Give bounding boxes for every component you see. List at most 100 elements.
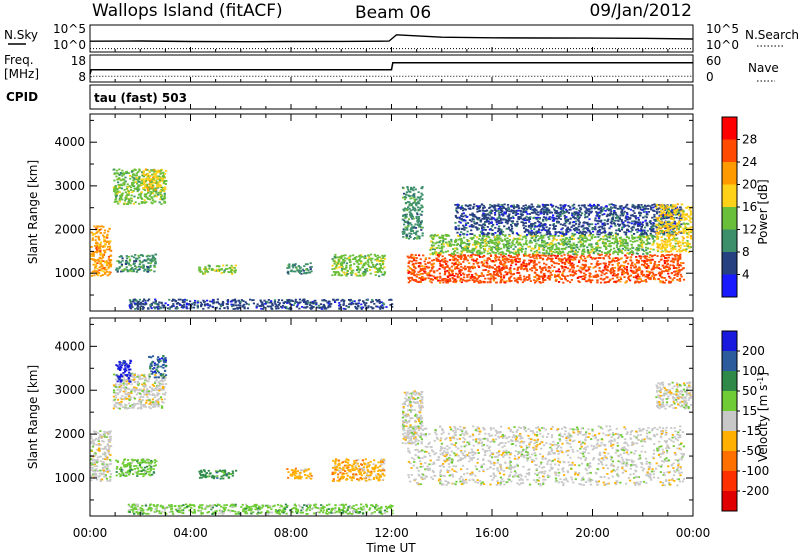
power-data-cell [668,281,671,284]
power-data-cell [116,178,119,181]
power-data-cell [226,301,230,303]
power-data-cell [329,303,332,306]
power-data-cell [598,257,601,259]
power-data-cell [632,252,635,255]
power-data-cell [517,248,520,251]
power-data-cell [496,250,499,253]
power-data-cell [603,244,606,247]
power-data-cell [242,304,245,307]
power-data-cell [661,270,664,273]
power-data-cell [468,266,471,269]
power-data-cell [202,307,205,310]
power-data-cell [607,251,610,254]
power-data-cell [295,266,298,269]
power-data-cell [150,191,153,194]
power-data-cell [126,262,129,265]
power-data-cell [134,169,137,171]
power-data-cell [638,281,641,283]
power-data-cell [563,261,566,264]
power-data-cell [545,249,548,252]
power-data-cell [413,274,417,277]
power-data-cell [514,250,517,253]
power-data-cell [425,265,428,268]
power-data-cell [501,213,504,216]
power-data-cell [149,193,152,195]
power-data-cell [526,279,529,281]
power-data-cell [147,175,150,177]
power-data-cell [171,300,174,302]
power-data-cell [127,201,130,204]
power-data-cell [182,306,185,308]
power-data-cell [631,236,634,239]
power-data-cell [608,240,611,243]
power-data-cell [482,239,485,242]
power-data-cell [303,301,306,303]
power-data-cell [161,198,164,201]
power-data-cell [95,251,98,254]
power-data-cell [498,265,501,268]
power-data-cell [364,272,367,275]
power-data-cell [296,304,299,307]
power-data-cell [628,218,631,220]
power-data-cell [572,243,575,246]
power-data-cell [125,195,128,197]
power-data-cell [608,236,611,239]
power-data-cell [599,262,602,265]
power-data-cell [475,274,478,276]
power-data-cell [438,262,442,265]
power-data-cell [550,260,553,263]
power-data-cell [613,237,616,240]
power-data-cell [626,207,629,210]
power-data-cell [113,187,116,190]
power-data-cell [441,279,445,282]
power-data-cell [463,242,466,244]
power-data-cell [128,263,131,266]
power-data-cell [575,253,578,255]
power-data-cell [476,262,479,265]
power-data-cell [458,270,461,272]
power-data-cell [295,305,298,308]
power-data-cell [293,264,296,267]
power-data-cell [462,254,465,257]
power-data-cell [241,305,244,308]
power-data-cell [407,270,410,273]
power-data-cell [492,251,495,254]
power-data-cell [480,273,483,275]
power-data-cell [152,178,156,180]
power-data-cell [345,271,348,274]
power-data-cell [96,231,99,233]
power-data-cell [617,249,621,252]
power-data-cell [621,244,624,247]
power-data-cell [349,254,352,257]
power-data-cell [354,272,357,275]
power-data-cell [548,278,551,281]
power-data-cell [116,192,119,195]
power-data-cell [680,275,683,278]
power-data-cell [534,238,537,241]
power-data-cell [511,220,515,223]
power-data-cell [609,208,612,211]
power-data-cell [568,262,571,264]
power-data-cell [670,230,674,233]
power-data-cell [134,308,137,310]
power-data-cell [624,225,627,227]
power-data-cell [429,253,432,256]
power-data-cell [647,270,650,273]
power-data-cell [551,248,554,250]
power-data-cell [139,184,142,187]
power-data-cell [640,280,643,282]
power-data-cell [96,262,99,265]
power-data-cell [107,258,110,260]
power-data-cell [625,280,628,283]
power-data-cell [462,246,465,249]
power-data-cell [626,218,629,221]
power-data-cell [121,198,124,201]
power-data-cell [587,229,590,232]
power-data-cell [595,211,598,213]
power-data-cell [146,173,150,175]
power-data-cell [413,279,416,282]
power-data-cell [466,266,469,268]
power-data-cell [524,250,527,253]
power-data-cell [367,306,370,309]
power-data-cell [499,233,502,235]
